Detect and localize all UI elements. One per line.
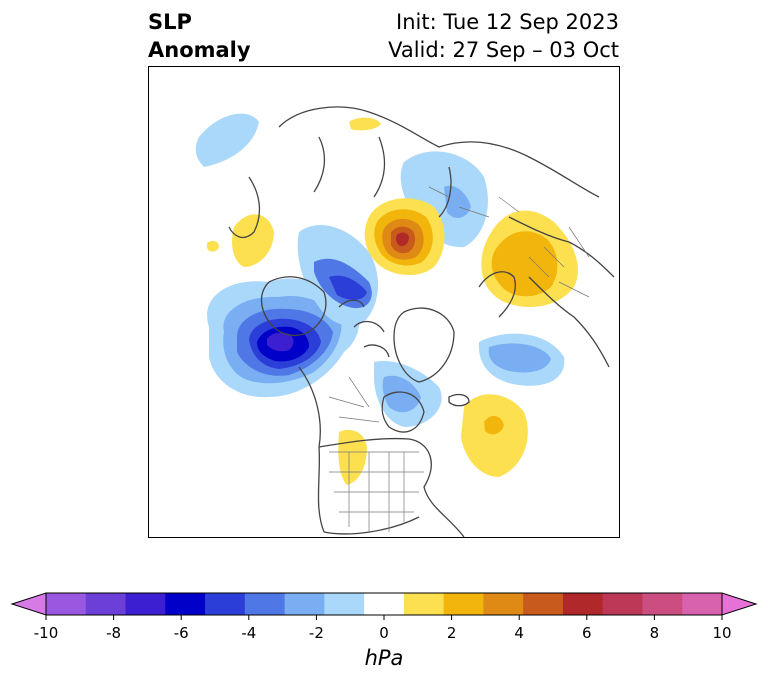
positive-anomaly-shading: [207, 117, 578, 485]
hudson-bay-outline: [381, 391, 425, 433]
low-anomaly-alaska: [267, 332, 294, 352]
colorbar-tick-label: 10: [712, 624, 732, 642]
colorbar-tick-label: 4: [514, 624, 524, 642]
colorbar-tick-marks: [45, 615, 723, 620]
siberia-rivers: [313, 136, 452, 218]
title-line-1: SLP: [148, 10, 192, 34]
colorbar-segment: [364, 593, 405, 615]
valid-date: Valid: 27 Sep – 03 Oct: [388, 38, 619, 62]
colorbar-unit: hPa: [364, 646, 404, 670]
colorbar-segments: [46, 593, 723, 615]
map-title: SLP Anomaly: [148, 8, 251, 64]
alaska-outline: [260, 276, 327, 336]
us-states-grid: [329, 451, 424, 532]
coastlines: [228, 106, 615, 537]
high-anomaly-rockies: [338, 429, 367, 485]
anomaly-map: [148, 66, 620, 538]
colorbar-segment: [165, 593, 206, 615]
colorbar-tick-label: -8: [106, 624, 122, 642]
colorbar-segment: [642, 593, 683, 615]
init-date: Init: Tue 12 Sep 2023: [396, 10, 619, 34]
colorbar-segment: [682, 593, 723, 615]
low-anomaly-greenland: [488, 343, 551, 373]
colorbar-tick-label: -4: [241, 624, 257, 642]
high-anomaly-atlantic: [461, 394, 528, 477]
forecast-dates: Init: Tue 12 Sep 2023 Valid: 27 Sep – 03…: [388, 8, 619, 64]
colorbar-tick-label: 0: [379, 624, 389, 642]
colorbar-segment: [562, 593, 604, 615]
country-borders: [328, 186, 590, 532]
title-line-2: Anomaly: [148, 38, 251, 62]
colorbar-segment: [523, 593, 564, 615]
iceland-outline: [448, 393, 470, 407]
colorbar-segment: [46, 593, 87, 615]
colorbar-segment: [85, 593, 127, 615]
canada-provinces: [328, 376, 380, 423]
high-anomaly-small: [207, 240, 219, 252]
colorbar-tick-label: -2: [308, 624, 324, 642]
europe-outline: [508, 216, 615, 368]
colorbar-right-extend: [721, 592, 758, 616]
colorbar-left-extend: [10, 592, 47, 616]
low-anomaly-pacific: [195, 113, 259, 167]
colorbar-segment: [602, 593, 643, 615]
colorbar-segment: [205, 593, 246, 615]
colorbar-segment: [284, 593, 325, 615]
low-anomaly-canada: [329, 275, 367, 300]
high-anomaly-europe: [491, 231, 558, 297]
low-anomaly-siberia: [444, 185, 471, 219]
colorbar-segment: [125, 593, 166, 615]
high-anomaly-north: [349, 117, 381, 131]
colorbar-segment: [483, 593, 524, 615]
kamchatka-outline: [228, 176, 261, 239]
anomaly-map-svg: [195, 106, 615, 537]
colorbar-segment: [324, 593, 365, 615]
north-america-outline: [298, 366, 465, 537]
colorbar: [10, 592, 758, 620]
greenland-outline: [393, 307, 455, 383]
colorbar-segment: [244, 593, 286, 615]
scandinavia-outline: [478, 271, 516, 318]
high-anomaly-atlantic: [484, 415, 504, 435]
arctic-islands-outline: [338, 299, 390, 358]
high-anomaly-arctic: [396, 232, 409, 247]
high-anomaly-bering: [232, 214, 274, 267]
colorbar-tick-label: 2: [446, 624, 457, 642]
siberia-outline: [278, 106, 600, 198]
low-anomaly-hudson: [382, 375, 421, 413]
colorbar-tick-label: 8: [649, 624, 660, 642]
colorbar-tick-label: -10: [33, 624, 59, 642]
colorbar-tick-labels: -10 -8 -6 -4 -2 0 2 4 6 8 10: [0, 624, 768, 644]
colorbar-tick-label: 6: [582, 624, 592, 642]
eurasia-borders: [428, 186, 590, 298]
colorbar-tick-label: -6: [173, 624, 189, 642]
colorbar-segment: [443, 593, 484, 615]
colorbar-segment: [403, 593, 445, 615]
